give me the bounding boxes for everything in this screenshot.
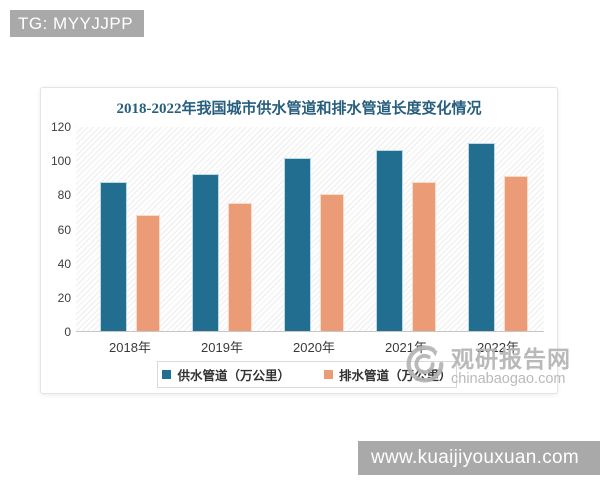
y-tick-label: 0 <box>64 325 71 339</box>
bar-drain <box>504 175 528 331</box>
site-tag: TG: MYYJJPP <box>10 10 145 37</box>
y-tick-label: 60 <box>57 222 71 237</box>
y-tick-label: 80 <box>57 188 71 203</box>
chart-card: 2018-2022年我国城市供水管道和排水管道长度变化情况 0 20 40 60 80 1… <box>40 87 558 394</box>
bar-group: 2019年 <box>176 127 268 355</box>
chart-title: 2018-2022年我国城市供水管道和排水管道长度变化情况 <box>116 101 482 117</box>
bar-supply <box>192 173 219 331</box>
legend-item-supply: 供水管道（万公里） <box>162 365 290 384</box>
y-tick-label: 20 <box>57 290 71 305</box>
legend-marker-supply-icon <box>162 370 172 379</box>
x-axis-label: 2021年 <box>385 340 427 355</box>
bar-supply <box>468 143 495 331</box>
bar-supply <box>376 149 403 331</box>
bar-drain <box>228 202 252 331</box>
x-axis-label: 2018年 <box>109 340 151 355</box>
x-axis-label: 2019年 <box>201 340 243 355</box>
legend-item-drain: 排水管道（万公里） <box>324 365 452 384</box>
plot-area: 2018年 2019年 2020年 2021年 2022年 <box>76 127 544 355</box>
x-axis-label: 2022年 <box>477 340 519 355</box>
chart-legend: 供水管道（万公里） 排水管道（万公里） <box>157 361 457 388</box>
bar-drain <box>412 182 436 331</box>
bottom-url-bar: www.kuaijiyouxuan.com <box>358 441 600 475</box>
y-tick-label: 120 <box>50 120 71 134</box>
legend-label-supply: 供水管道（万公里） <box>177 369 290 383</box>
bar-group: 2018年 <box>84 127 176 355</box>
x-axis-label: 2020年 <box>293 340 335 355</box>
legend-marker-drain-icon <box>324 370 333 379</box>
bar-group: 2021年 <box>360 127 452 355</box>
y-tick-label: 100 <box>50 154 71 169</box>
bar-supply <box>284 158 311 331</box>
bar-group: 2020年 <box>268 127 360 355</box>
bar-drain <box>320 194 344 331</box>
bar-group: 2022年 <box>452 127 544 355</box>
bar-drain <box>136 214 160 331</box>
legend-label-drain: 排水管道（万公里） <box>339 369 452 383</box>
y-tick-label: 40 <box>57 256 71 271</box>
bar-supply <box>100 182 127 331</box>
bottom-url-text: www.kuaijiyouxuan.com <box>371 447 579 468</box>
